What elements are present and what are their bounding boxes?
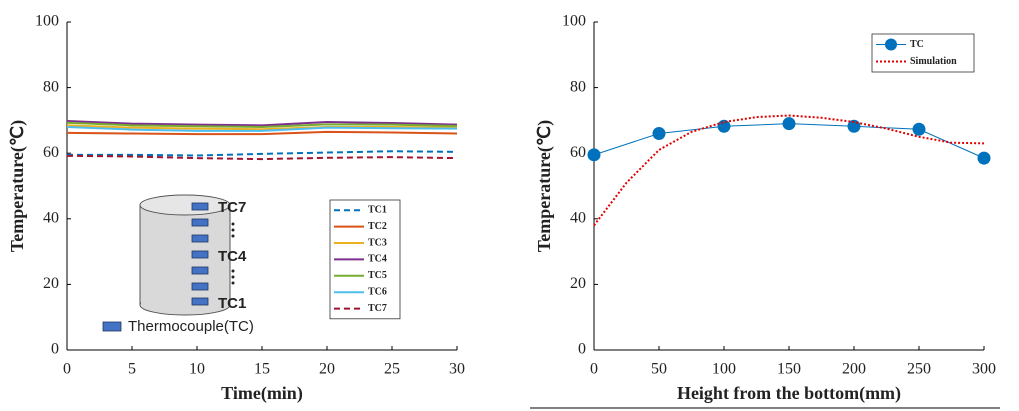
legend-label: TC3 (368, 237, 387, 248)
marker (912, 122, 926, 136)
y-tick-label: 0 (578, 341, 586, 358)
dot (231, 269, 235, 273)
legend-label: TC2 (368, 221, 387, 232)
x-tick-label: 100 (712, 361, 736, 378)
y-axis-label: Temperature(℃) (534, 120, 555, 252)
x-tick-label: 0 (590, 361, 598, 378)
legend-label: TC (910, 39, 924, 50)
marker (977, 151, 991, 165)
y-tick-label: 100 (562, 13, 586, 30)
annotation: Thermocouple(TC) (128, 318, 254, 335)
sensor (191, 234, 209, 243)
x-tick-label: 200 (842, 361, 866, 378)
dot (231, 275, 235, 279)
x-tick-label: 15 (254, 361, 270, 378)
y-tick-label: 100 (35, 13, 59, 30)
y-tick-label: 60 (570, 144, 586, 161)
legend-label: TC4 (368, 254, 387, 265)
y-axis-label: Temperature(℃) (7, 120, 28, 252)
legend-label: TC1 (368, 204, 387, 215)
x-tick-label: 300 (972, 361, 996, 378)
sensor (191, 202, 209, 211)
sensor (191, 250, 209, 259)
y-tick-label: 20 (570, 275, 586, 292)
y-tick-label: 40 (570, 209, 586, 226)
annotation: TC4 (218, 248, 247, 265)
marker (652, 127, 666, 141)
dot (231, 222, 235, 226)
x-tick-label: 30 (449, 361, 465, 378)
series-line (66, 154, 458, 161)
legend-label: TC6 (368, 286, 387, 297)
y-tick-label: 0 (51, 341, 59, 358)
x-tick-label: 10 (189, 361, 205, 378)
sensor (191, 282, 209, 291)
x-tick-label: 50 (651, 361, 667, 378)
series-line (593, 114, 985, 226)
dot (231, 234, 235, 238)
series-line (66, 120, 458, 127)
legend-marker (885, 38, 897, 51)
legend-label: Simulation (910, 56, 957, 67)
annotation: TC7 (218, 199, 246, 216)
y-tick-label: 80 (570, 78, 586, 95)
series-line (66, 125, 458, 132)
x-tick-label: 5 (128, 361, 136, 378)
x-tick-label: 20 (319, 361, 335, 378)
dot (231, 228, 235, 232)
cylinder-fill (141, 290, 229, 304)
sensor (191, 266, 209, 275)
y-tick-label: 80 (43, 78, 59, 95)
x-tick-label: 250 (907, 361, 931, 378)
x-tick-label: 25 (384, 361, 400, 378)
dot (231, 281, 235, 285)
legend-sensor (102, 321, 122, 332)
marker (717, 119, 731, 133)
cylinder-diagram: TC7 TC4 TC1 Thermocouple(TC) (102, 194, 254, 335)
x-axis-label: Time(min) (221, 383, 303, 404)
series-line (67, 150, 458, 157)
series-line (66, 130, 458, 136)
annotation: TC1 (218, 295, 246, 312)
legend-label: TC5 (368, 270, 387, 281)
x-tick-label: 150 (777, 361, 801, 378)
y-tick-label: 20 (43, 275, 59, 292)
series-line (66, 124, 458, 131)
legend-label: TC7 (368, 303, 387, 314)
y-tick-label: 40 (43, 209, 59, 226)
sensor (191, 297, 209, 306)
y-tick-label: 60 (43, 144, 59, 161)
sensor (191, 218, 209, 227)
x-axis-label: Height from the bottom(mm) (677, 383, 901, 404)
marker (782, 117, 796, 131)
x-tick-label: 0 (63, 361, 71, 378)
marker (587, 148, 601, 162)
series-line (66, 121, 458, 128)
cylinder-top (139, 194, 231, 216)
